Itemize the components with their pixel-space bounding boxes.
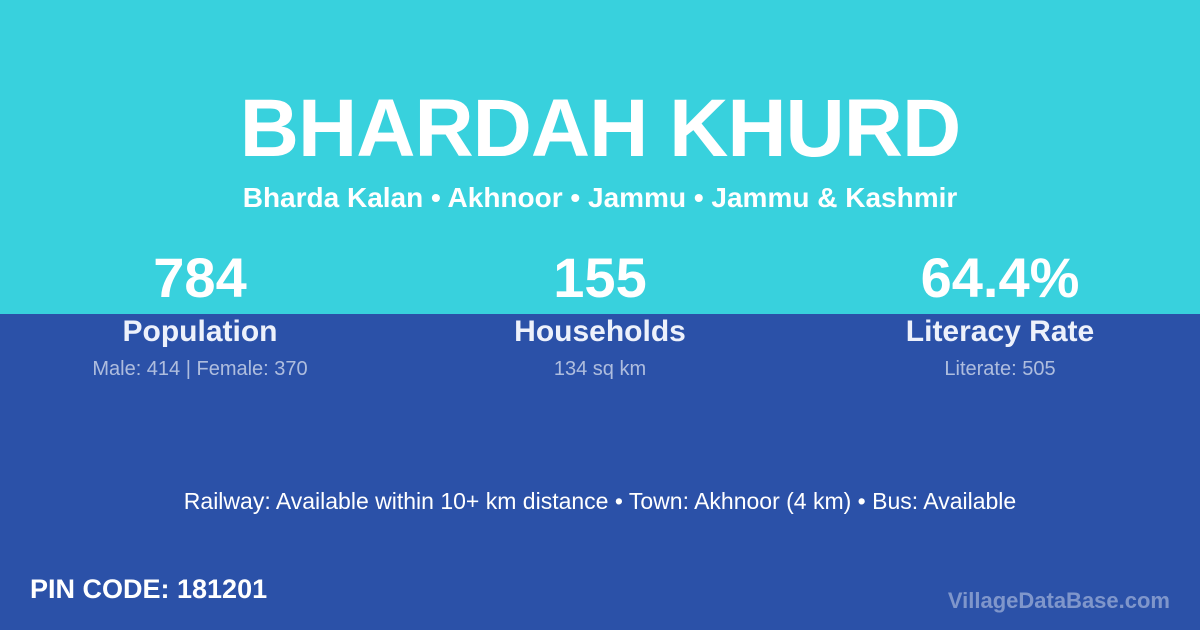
literacy-detail: Literate: 505 xyxy=(944,358,1056,380)
transport-availability-line: Railway: Available within 10+ km distanc… xyxy=(183,488,1017,514)
stat-households: 155 Households 134 sq km xyxy=(400,249,800,381)
population-value: 784 xyxy=(153,246,247,309)
pin-code-text: PIN CODE: 181201 xyxy=(30,574,268,604)
bottom-section-background xyxy=(0,314,1200,630)
households-value: 155 xyxy=(553,246,647,309)
stats-row: 784 Population Male: 414 | Female: 370 1… xyxy=(0,249,1200,381)
stat-literacy-rate: 64.4% Literacy Rate Literate: 505 xyxy=(800,249,1200,381)
stat-population: 784 Population Male: 414 | Female: 370 xyxy=(0,249,400,381)
population-detail: Male: 414 | Female: 370 xyxy=(92,358,308,380)
population-label: Population xyxy=(122,315,278,348)
literacy-value: 64.4% xyxy=(920,246,1080,309)
top-section-background xyxy=(0,0,1200,314)
village-name-title: BHARDAH KHURD xyxy=(239,83,961,174)
households-detail: 134 sq km xyxy=(553,358,647,380)
literacy-label: Literacy Rate xyxy=(905,315,1095,348)
watermark-text: VillageDataBase.com xyxy=(947,588,1170,613)
households-label: Households xyxy=(514,315,686,348)
location-breadcrumb: Bharda Kalan • Akhnoor • Jammu • Jammu &… xyxy=(242,182,958,213)
